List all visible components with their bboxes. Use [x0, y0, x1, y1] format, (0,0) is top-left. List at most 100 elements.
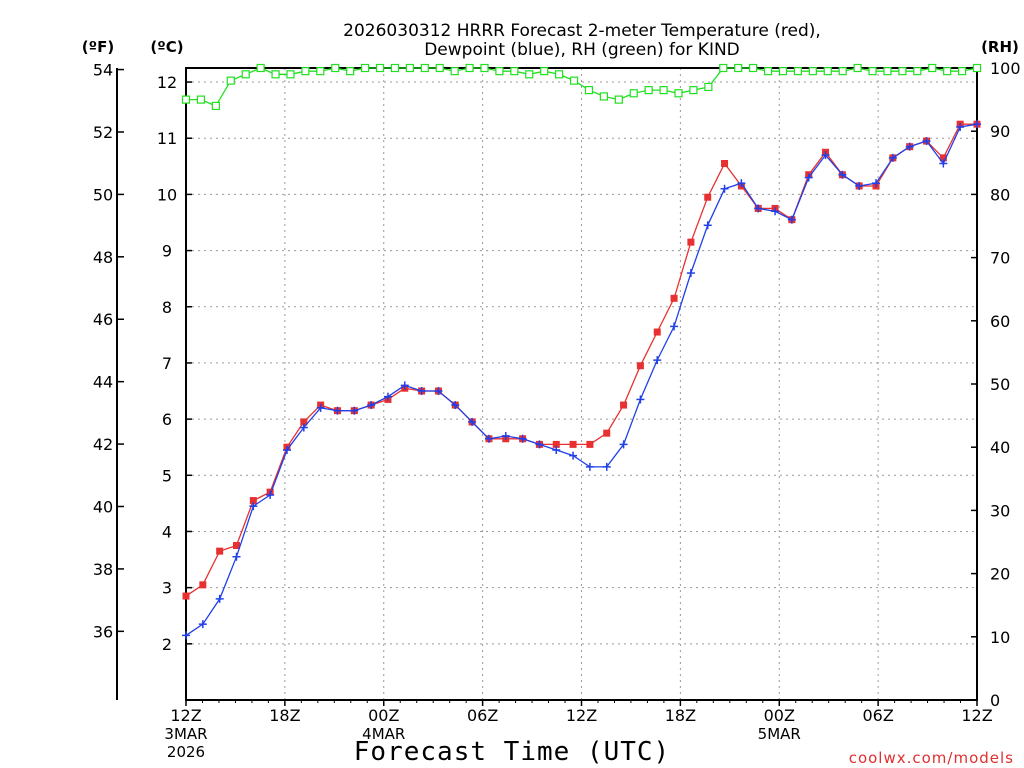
rh-point [689, 86, 698, 95]
temperature-point [704, 193, 712, 201]
dewpoint-point [400, 381, 409, 390]
dewpoint-point [282, 446, 291, 455]
rh-point [555, 70, 564, 79]
dewpoint-point [417, 387, 426, 396]
rh-tick-label: 0 [990, 691, 1000, 710]
dewpoint-point [686, 269, 695, 278]
rh-point [286, 70, 295, 79]
dewpoint-point [737, 179, 746, 188]
x-tick-date-label: 3MAR [164, 725, 207, 743]
dewpoint-point [299, 423, 308, 432]
rh-point [211, 101, 220, 111]
rh-point [181, 95, 191, 104]
x-tick-label: 18Z [665, 706, 696, 725]
rh-unit-label: (RH) [981, 38, 1019, 56]
temperature-point [182, 592, 190, 600]
series-temperature [182, 120, 981, 600]
celsius-tick-label: 11 [157, 129, 177, 148]
rh-point [360, 63, 370, 73]
rh-tick-label: 100 [990, 59, 1021, 78]
dewpoint-point [518, 434, 527, 443]
x-tick-label: 06Z [467, 706, 498, 725]
rh-point [913, 67, 922, 76]
dewpoint-point [316, 403, 325, 412]
rh-point [495, 67, 504, 76]
rh-point [883, 67, 892, 76]
rh-point [614, 95, 623, 104]
x-axis-label: Forecast Time (UTC) [354, 737, 670, 767]
x-tick-label: 18Z [269, 706, 300, 725]
temperature-point [636, 362, 644, 370]
dewpoint-point [451, 401, 460, 410]
dewpoint-point [838, 170, 847, 179]
rh-point [763, 67, 773, 76]
x-tick-label: 12Z [566, 706, 597, 725]
rh-point [525, 70, 534, 79]
x-tick-year-label: 2026 [167, 743, 205, 761]
rh-tick-label: 70 [990, 249, 1010, 268]
x-tick-date-label: 5MAR [758, 725, 801, 743]
rh-point [808, 67, 817, 76]
x-tick-label: 12Z [170, 706, 201, 725]
dewpoint-point [905, 142, 914, 151]
dewpoint-point [266, 490, 275, 499]
celsius-tick-label: 12 [157, 73, 177, 92]
chart-title-line2: Dewpoint (blue), RH (green) for KIND [424, 40, 740, 60]
rh-point [271, 70, 280, 79]
fahrenheit-tick-label: 42 [93, 435, 113, 454]
rh-point [823, 67, 832, 76]
rh-point [629, 89, 638, 98]
temperature-point [586, 440, 594, 448]
celsius-tick-label: 3 [162, 579, 172, 598]
rh-point [719, 63, 728, 73]
celsius-tick-label: 2 [162, 635, 172, 654]
rh-point [390, 63, 400, 73]
dewpoint-point [383, 392, 392, 401]
celsius-tick-label: 4 [162, 522, 172, 541]
celsius-tick-label: 9 [162, 242, 172, 261]
series-line-dewpoint [185, 123, 978, 636]
dewpoint-point [468, 417, 477, 426]
rh-point [301, 67, 310, 76]
rh-point [599, 92, 608, 101]
rh-point [749, 63, 758, 73]
dewpoint-point [434, 387, 443, 396]
rh-point [346, 67, 355, 76]
fahrenheit-tick-label: 52 [93, 123, 113, 142]
rh-point [480, 63, 489, 73]
dewpoint-point [198, 620, 207, 629]
dewpoint-point [602, 462, 611, 471]
rh-point [868, 67, 877, 76]
dewpoint-point [350, 406, 359, 415]
dewpoint-point [703, 221, 712, 230]
dewpoint-point [939, 159, 948, 168]
x-tick-label: 00Z [368, 706, 399, 725]
chart-title-line1: 2026030312 HRRR Forecast 2-meter Tempera… [343, 21, 821, 41]
rh-point [405, 63, 414, 73]
dewpoint-point [670, 322, 679, 331]
series-layer [181, 63, 982, 640]
dewpoint-point [215, 594, 224, 603]
rh-point [241, 70, 250, 79]
temperature-point [687, 238, 695, 246]
dewpoint-point [569, 451, 578, 460]
temperature-point [199, 581, 207, 589]
rh-tick-label: 50 [990, 375, 1010, 394]
dewpoint-point [653, 356, 662, 365]
rh-point [540, 67, 549, 76]
rh-point [674, 89, 683, 98]
fahrenheit-tick-label: 38 [93, 560, 113, 579]
rh-point [644, 86, 653, 95]
rh-tick-label: 30 [990, 501, 1010, 520]
dewpoint-point [821, 151, 830, 160]
dewpoint-point [484, 434, 493, 443]
dewpoint-point [552, 446, 561, 455]
rh-point [375, 63, 385, 73]
temperature-point [939, 154, 947, 162]
celsius-tick-label: 8 [162, 298, 172, 317]
temperature-point [670, 294, 678, 302]
rh-point [659, 86, 668, 95]
temperature-point [216, 547, 224, 555]
grid-lines [186, 68, 977, 700]
